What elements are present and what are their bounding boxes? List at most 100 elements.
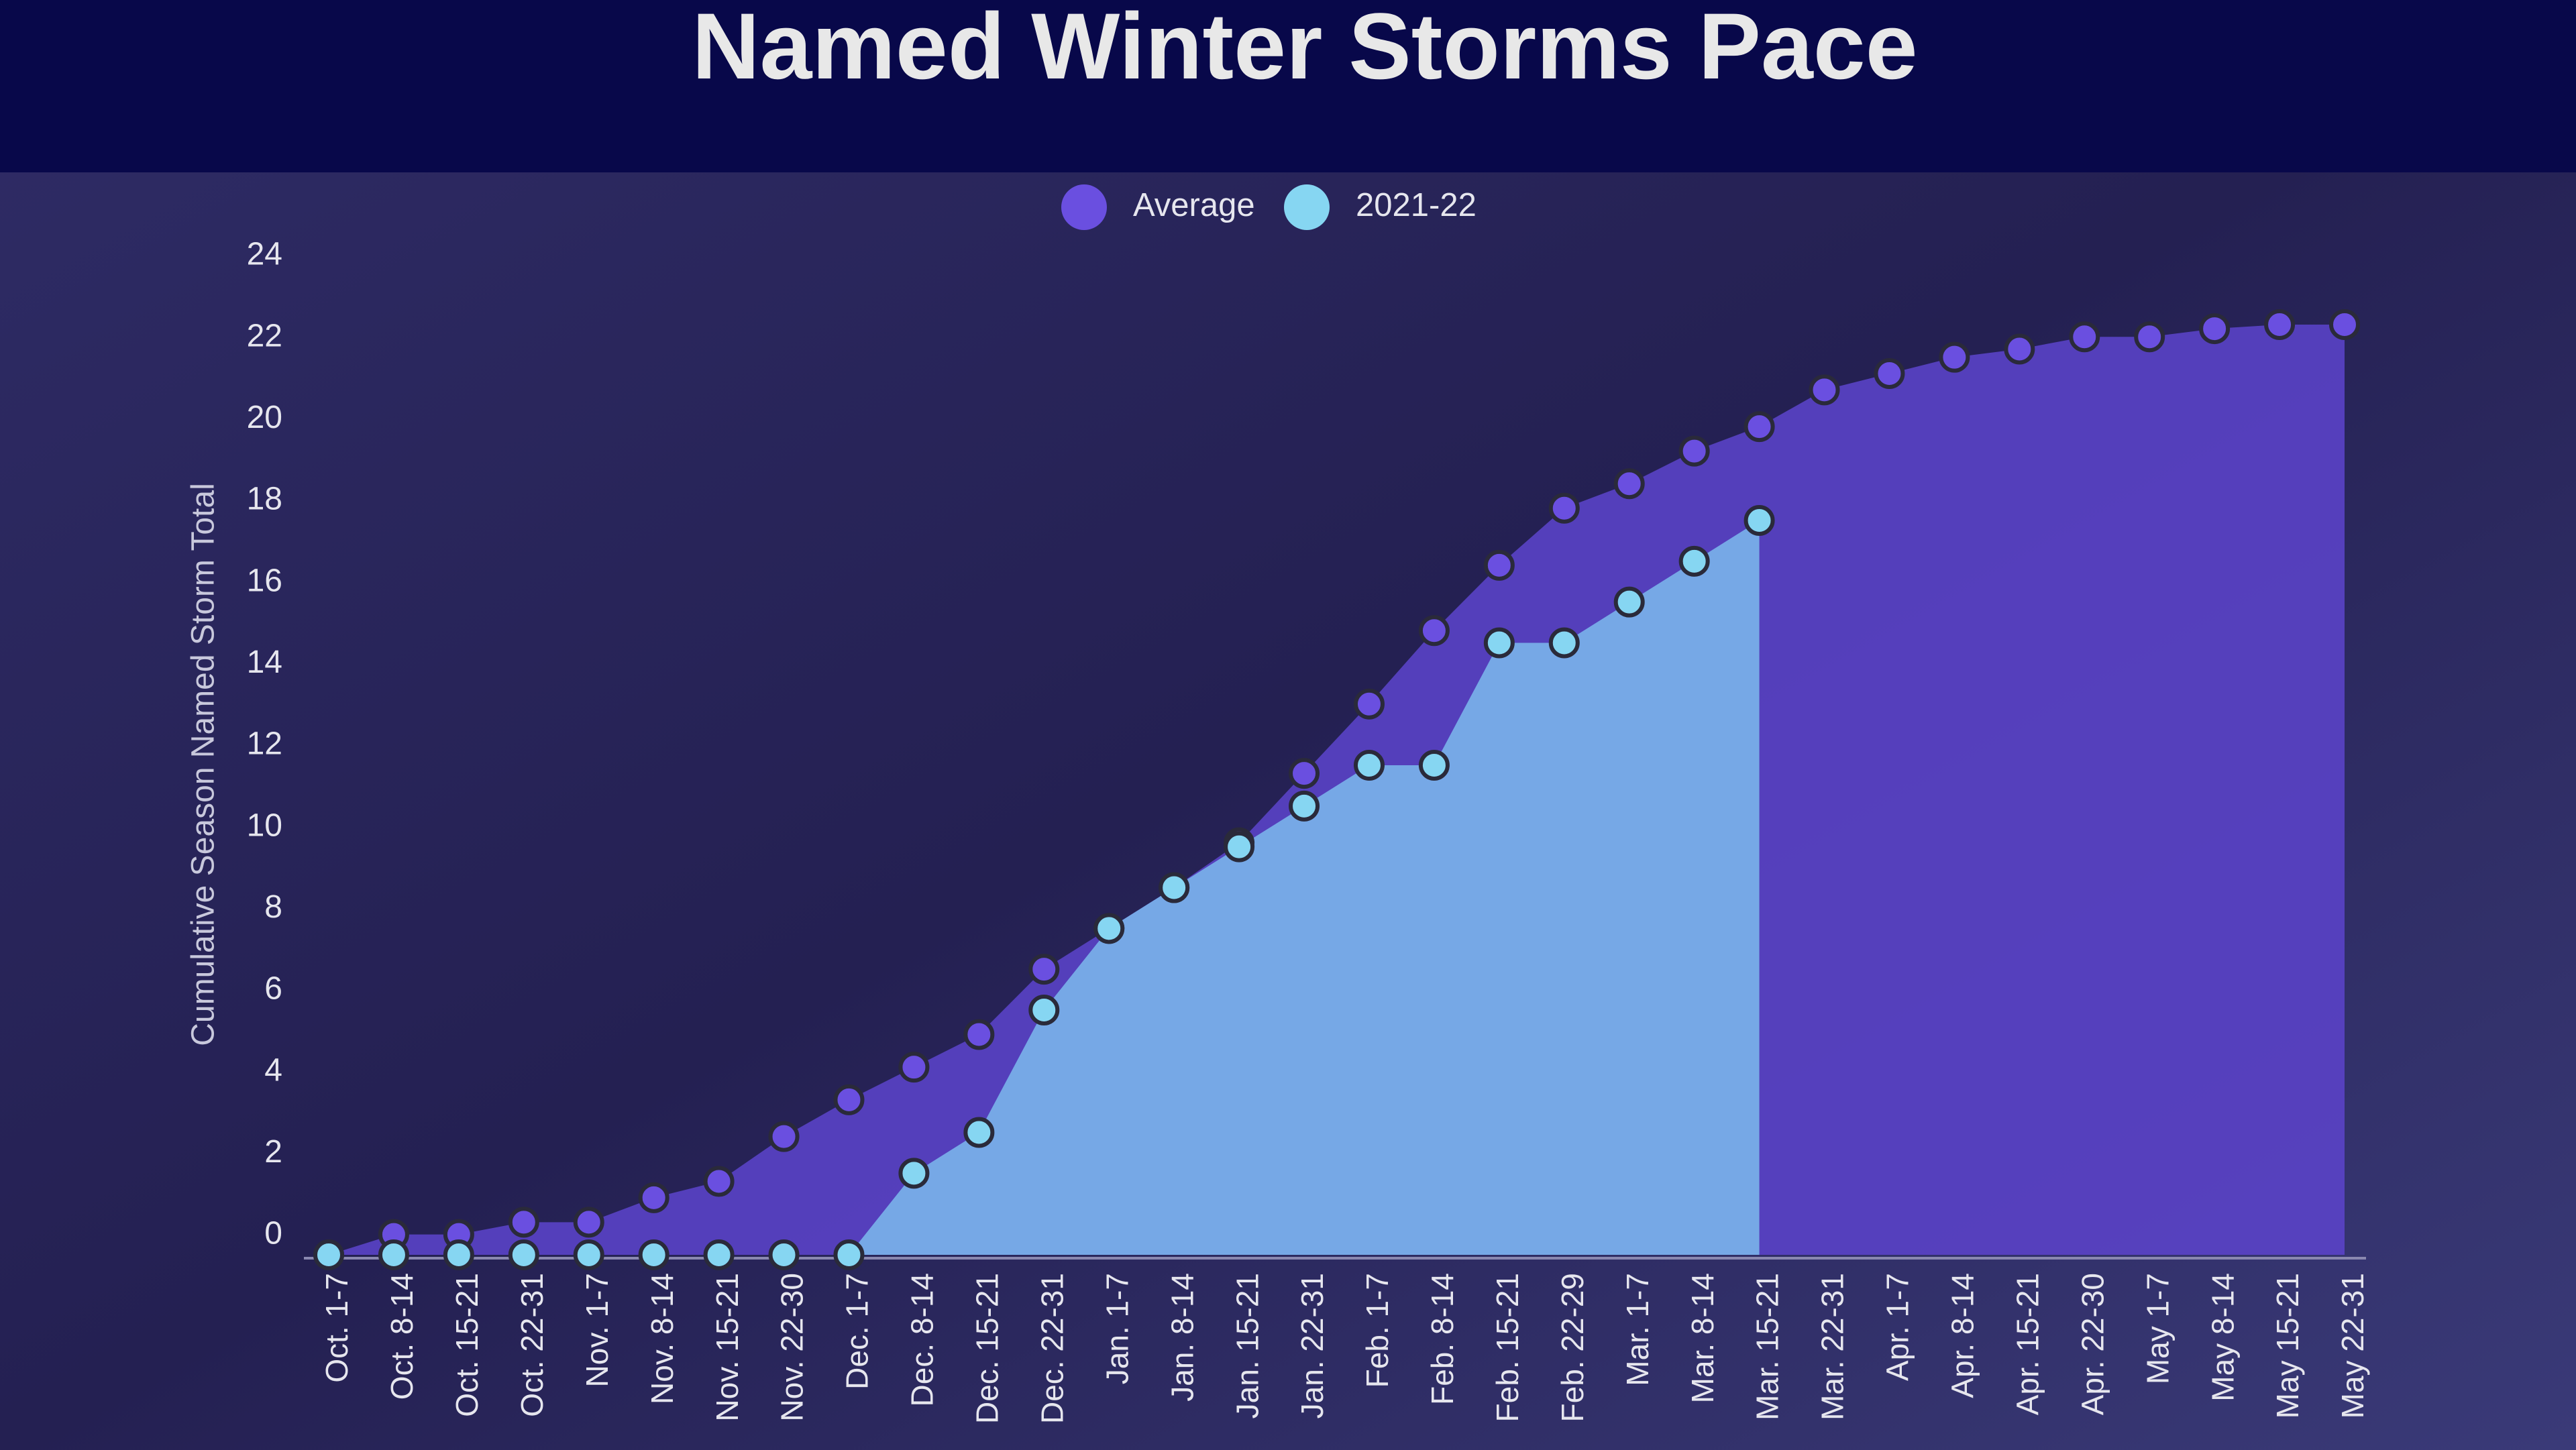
x-tick-label: Apr. 15-21 bbox=[2010, 1273, 2045, 1415]
x-tick-label: Jan. 22-31 bbox=[1295, 1273, 1330, 1418]
y-tick-label: 16 bbox=[247, 563, 282, 598]
y-tick-label: 18 bbox=[247, 482, 282, 517]
x-tick-label: May 8-14 bbox=[2205, 1273, 2240, 1402]
marker bbox=[2134, 321, 2165, 353]
marker bbox=[378, 1239, 409, 1270]
marker bbox=[1289, 758, 1320, 789]
header bbox=[0, 0, 2576, 172]
marker bbox=[703, 1239, 735, 1270]
marker bbox=[1418, 750, 1450, 781]
marker bbox=[573, 1207, 604, 1238]
y-tick-label: 4 bbox=[264, 1052, 282, 1088]
marker bbox=[1678, 545, 1710, 577]
y-tick-label: 22 bbox=[247, 318, 282, 353]
x-tick-label: Nov. 22-30 bbox=[775, 1273, 810, 1422]
x-tick-label: May 15-21 bbox=[2270, 1273, 2305, 1418]
x-tick-label: Dec. 15-21 bbox=[970, 1273, 1005, 1424]
marker bbox=[1809, 374, 1840, 406]
chart-title: Named Winter Storms Pace bbox=[692, 0, 1917, 99]
marker bbox=[1353, 750, 1385, 781]
marker bbox=[573, 1239, 604, 1270]
y-tick-label: 24 bbox=[247, 237, 282, 272]
x-tick-label: Oct. 1-7 bbox=[319, 1273, 354, 1383]
marker bbox=[1028, 954, 1060, 985]
marker bbox=[1289, 790, 1320, 822]
marker bbox=[768, 1121, 800, 1152]
marker bbox=[2329, 309, 2360, 340]
marker bbox=[768, 1239, 800, 1270]
x-tick-label: Feb. 15-21 bbox=[1490, 1273, 1525, 1422]
x-tick-label: Jan. 15-21 bbox=[1230, 1273, 1265, 1418]
x-tick-label: Dec. 1-7 bbox=[840, 1273, 875, 1390]
x-tick-label: Apr. 22-30 bbox=[2075, 1273, 2110, 1415]
marker bbox=[1613, 468, 1645, 500]
x-tick-label: Mar. 15-21 bbox=[1750, 1273, 1785, 1420]
y-tick-label: 6 bbox=[264, 971, 282, 1007]
marker bbox=[833, 1239, 865, 1270]
marker bbox=[833, 1084, 865, 1115]
marker bbox=[1159, 872, 1190, 903]
legend-label: Average bbox=[1133, 187, 1255, 223]
x-tick-label: Oct. 22-31 bbox=[515, 1273, 549, 1417]
marker bbox=[1874, 358, 1905, 389]
marker bbox=[638, 1182, 669, 1213]
marker bbox=[1093, 913, 1125, 944]
marker bbox=[313, 1239, 344, 1270]
marker bbox=[1548, 492, 1580, 524]
y-tick-label: 14 bbox=[247, 645, 282, 680]
x-tick-label: Nov. 8-14 bbox=[645, 1273, 680, 1404]
marker bbox=[2069, 321, 2100, 353]
marker bbox=[1418, 615, 1450, 647]
marker bbox=[1939, 341, 1970, 373]
x-tick-label: Feb. 1-7 bbox=[1360, 1273, 1395, 1388]
x-tick-label: May 1-7 bbox=[2140, 1273, 2175, 1384]
x-tick-label: Oct. 8-14 bbox=[384, 1273, 419, 1400]
x-tick-label: Dec. 8-14 bbox=[905, 1273, 940, 1406]
y-axis-title: Cumulative Season Named Storm Total bbox=[186, 483, 221, 1046]
y-tick-label: 10 bbox=[247, 807, 282, 843]
marker bbox=[1483, 627, 1515, 659]
marker bbox=[1353, 688, 1385, 720]
x-tick-label: Dec. 22-31 bbox=[1034, 1273, 1069, 1424]
y-tick-label: 12 bbox=[247, 726, 282, 762]
marker bbox=[638, 1239, 669, 1270]
x-tick-label: Jan. 8-14 bbox=[1165, 1273, 1199, 1402]
x-tick-label: Mar. 22-31 bbox=[1815, 1273, 1850, 1420]
marker bbox=[1613, 586, 1645, 618]
marker bbox=[1743, 505, 1775, 536]
y-tick-label: 8 bbox=[264, 889, 282, 925]
x-tick-label: Jan. 1-7 bbox=[1099, 1273, 1134, 1384]
x-tick-label: Apr. 8-14 bbox=[1945, 1273, 1980, 1398]
x-tick-label: Mar. 8-14 bbox=[1685, 1273, 1720, 1403]
x-tick-label: May 22-31 bbox=[2335, 1273, 2370, 1418]
y-tick-label: 2 bbox=[264, 1134, 282, 1170]
y-tick-label: 20 bbox=[247, 400, 282, 435]
marker bbox=[898, 1052, 930, 1083]
x-tick-label: Oct. 15-21 bbox=[449, 1273, 484, 1417]
y-tick-label: 0 bbox=[264, 1216, 282, 1251]
marker bbox=[2004, 333, 2035, 365]
x-tick-label: Nov. 15-21 bbox=[710, 1273, 745, 1422]
x-tick-label: Feb. 8-14 bbox=[1425, 1273, 1460, 1405]
x-tick-label: Feb. 22-29 bbox=[1555, 1273, 1590, 1422]
marker bbox=[1224, 831, 1255, 862]
marker bbox=[1678, 435, 1710, 467]
marker bbox=[508, 1239, 539, 1270]
marker bbox=[1743, 411, 1775, 443]
legend-swatch bbox=[1061, 184, 1107, 230]
area bbox=[329, 520, 1760, 1255]
marker bbox=[508, 1207, 539, 1238]
legend-label: 2021-22 bbox=[1356, 187, 1477, 223]
marker bbox=[703, 1166, 735, 1197]
marker bbox=[1548, 627, 1580, 659]
marker bbox=[1028, 995, 1060, 1025]
x-tick-label: Apr. 1-7 bbox=[1880, 1273, 1915, 1381]
legend-swatch bbox=[1284, 184, 1330, 230]
marker bbox=[2264, 309, 2296, 340]
marker bbox=[963, 1019, 995, 1050]
marker bbox=[963, 1117, 995, 1148]
x-tick-label: Nov. 1-7 bbox=[580, 1273, 614, 1387]
x-tick-label: Mar. 1-7 bbox=[1620, 1273, 1655, 1386]
